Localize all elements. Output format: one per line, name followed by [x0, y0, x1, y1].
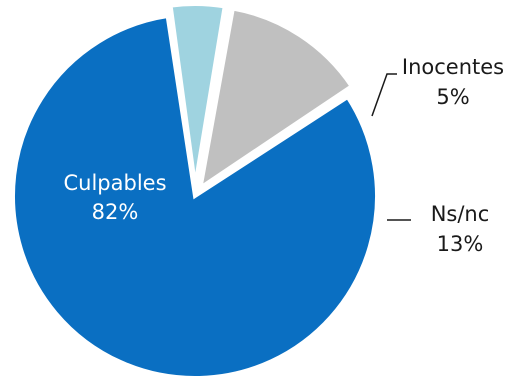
- slice-value-ns-nc: 13%: [437, 232, 484, 256]
- leader-lines: [371, 73, 411, 221]
- slice-label-ns-nc: Ns/nc: [431, 202, 490, 226]
- slice-labels: Culpables 82% Inocentes 5% Ns/nc 13%: [63, 55, 504, 256]
- pie-slice-ns-nc: [197, 6, 355, 192]
- pie-slice-culpables: [11, 13, 379, 378]
- slice-value-inocentes: 5%: [436, 85, 469, 109]
- pie-slice-inocentes: [168, 2, 228, 187]
- slice-value-culpables: 82%: [92, 200, 139, 224]
- slice-label-culpables: Culpables: [63, 171, 166, 195]
- leader-line-inocentes: [371, 73, 397, 117]
- slice-label-inocentes: Inocentes: [402, 55, 504, 79]
- pie-slices: [11, 2, 379, 378]
